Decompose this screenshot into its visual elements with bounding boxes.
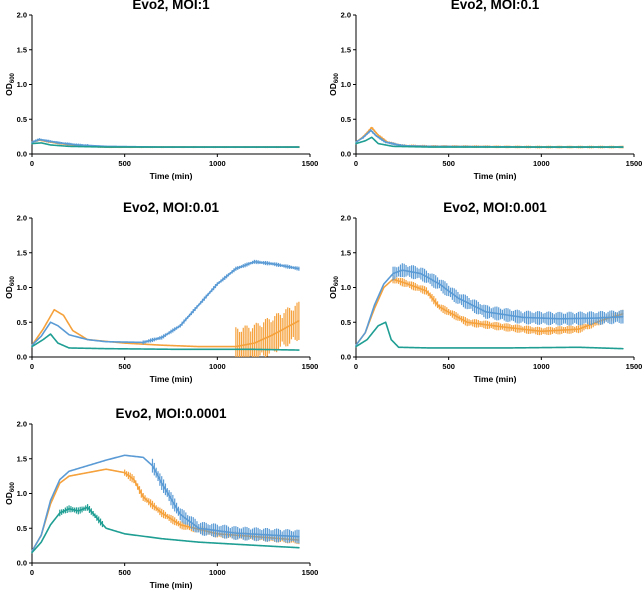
panel-title: Evo2, MOI:0.0001 xyxy=(115,406,227,421)
y-axis-title: OD600 xyxy=(328,72,340,95)
y-tick-label: 2.0 xyxy=(17,214,27,223)
series-line-orange xyxy=(355,278,624,346)
x-tick-label: 500 xyxy=(118,568,131,577)
y-tick-label: 1.5 xyxy=(17,248,27,257)
x-tick-label: 500 xyxy=(118,362,131,371)
y-tick-label: 0.5 xyxy=(17,524,27,533)
series-blue xyxy=(31,454,300,552)
series-line-teal xyxy=(31,333,300,351)
series-line-blue xyxy=(31,260,300,346)
panel-title: Evo2, MOI:1 xyxy=(132,0,210,12)
panel-title: Evo2, MOI:0.01 xyxy=(123,200,220,215)
x-axis-title: Time (min) xyxy=(150,580,193,590)
y-tick-label: 0.0 xyxy=(17,150,27,159)
series-teal xyxy=(31,333,300,351)
x-axis-title: Time (min) xyxy=(150,171,193,181)
series-blue xyxy=(355,128,624,148)
y-tick-label: 2.0 xyxy=(17,11,27,20)
y-axis-title-main: OD xyxy=(328,286,338,299)
x-axis-title: Time (min) xyxy=(474,171,517,181)
y-axis-title-main: OD xyxy=(4,83,14,96)
x-tick-label: 1000 xyxy=(533,159,550,168)
panel-moi-0-01: Evo2, MOI:0.01 0.0 0.5 1.0 1.5 2.0 0 500 1000 15… xyxy=(4,200,318,384)
y-tick-label: 0.5 xyxy=(17,115,27,124)
series-orange xyxy=(355,126,624,149)
y-axis-title-sub: 600 xyxy=(334,275,340,286)
x-tick-label: 0 xyxy=(354,362,358,371)
x-tick-label: 500 xyxy=(442,159,455,168)
x-tick-label: 1000 xyxy=(209,568,226,577)
x-tick-label: 1000 xyxy=(533,362,550,371)
x-tick-label: 1500 xyxy=(302,159,319,168)
y-axis-title-main: OD xyxy=(4,286,14,299)
series-line-blue xyxy=(31,454,300,552)
series-teal xyxy=(355,136,624,148)
x-tick-label: 500 xyxy=(118,159,131,168)
x-tick-label: 0 xyxy=(354,159,358,168)
y-axis-title-sub: 600 xyxy=(10,72,16,83)
panel-moi-0-001: Evo2, MOI:0.001 0.0 0.5 1.0 1.5 2.0 0 500 1000 1… xyxy=(328,200,642,384)
series-teal xyxy=(31,504,300,554)
panel-title: Evo2, MOI:0.001 xyxy=(443,200,547,215)
series-line-teal xyxy=(31,506,300,554)
y-axis-title: OD600 xyxy=(328,275,340,298)
y-tick-label: 1.5 xyxy=(341,248,351,257)
y-tick-label: 2.0 xyxy=(17,420,27,429)
x-tick-label: 1000 xyxy=(209,362,226,371)
y-tick-label: 0.5 xyxy=(17,318,27,327)
series-line-teal xyxy=(355,321,624,350)
x-tick-label: 0 xyxy=(30,568,34,577)
y-tick-label: 1.5 xyxy=(17,45,27,54)
series-teal xyxy=(31,142,300,148)
y-axis-title-main: OD xyxy=(4,492,14,505)
y-tick-label: 0.0 xyxy=(341,150,351,159)
panel-title: Evo2, MOI:0.1 xyxy=(451,0,540,12)
panel-moi-1: Evo2, MOI:1 0.0 0.5 1.0 1.5 2.0 0 500 1000 1500 T… xyxy=(4,0,318,181)
x-tick-label: 1500 xyxy=(302,362,319,371)
y-tick-label: 0.0 xyxy=(17,559,27,568)
y-tick-label: 0.5 xyxy=(341,318,351,327)
x-tick-label: 1500 xyxy=(302,568,319,577)
y-tick-label: 2.0 xyxy=(341,11,351,20)
panel-moi-0-1: Evo2, MOI:0.1 0.0 0.5 1.0 1.5 2.0 0 500 1000 150… xyxy=(328,0,642,181)
series-line-teal xyxy=(31,142,300,148)
y-tick-label: 0.0 xyxy=(341,353,351,362)
y-tick-label: 1.0 xyxy=(17,80,27,89)
series-line-teal xyxy=(355,136,624,148)
series-line-orange xyxy=(31,308,300,348)
series-blue xyxy=(31,259,300,346)
x-tick-label: 0 xyxy=(30,159,34,168)
x-tick-label: 1000 xyxy=(209,159,226,168)
x-tick-label: 0 xyxy=(30,362,34,371)
series-blue xyxy=(355,263,624,346)
y-axis-title-sub: 600 xyxy=(10,275,16,286)
x-axis-title: Time (min) xyxy=(474,374,517,384)
y-tick-label: 2.0 xyxy=(341,214,351,223)
y-tick-label: 1.0 xyxy=(341,80,351,89)
y-tick-label: 1.5 xyxy=(341,45,351,54)
y-axis-title: OD600 xyxy=(4,72,16,95)
y-tick-label: 1.0 xyxy=(17,283,27,292)
y-tick-label: 1.0 xyxy=(341,283,351,292)
x-axis-title: Time (min) xyxy=(150,374,193,384)
panel-moi-0-0001: Evo2, MOI:0.0001 0.0 0.5 1.0 1.5 2.0 0 500 1000… xyxy=(4,406,318,590)
y-axis-title: OD600 xyxy=(4,275,16,298)
x-tick-label: 1500 xyxy=(626,159,643,168)
x-tick-label: 1500 xyxy=(626,362,643,371)
y-axis-title-sub: 600 xyxy=(334,72,340,83)
y-tick-label: 0.0 xyxy=(17,353,27,362)
y-tick-label: 1.5 xyxy=(17,454,27,463)
series-line-blue xyxy=(355,129,624,148)
y-tick-label: 1.0 xyxy=(17,489,27,498)
y-axis-title-main: OD xyxy=(328,83,338,96)
series-line-blue xyxy=(355,269,624,346)
y-tick-label: 0.5 xyxy=(341,115,351,124)
series-orange xyxy=(31,301,300,357)
y-axis-title: OD600 xyxy=(4,481,16,504)
y-axis-title-sub: 600 xyxy=(10,481,16,492)
series-teal xyxy=(355,321,624,350)
x-tick-label: 500 xyxy=(442,362,455,371)
